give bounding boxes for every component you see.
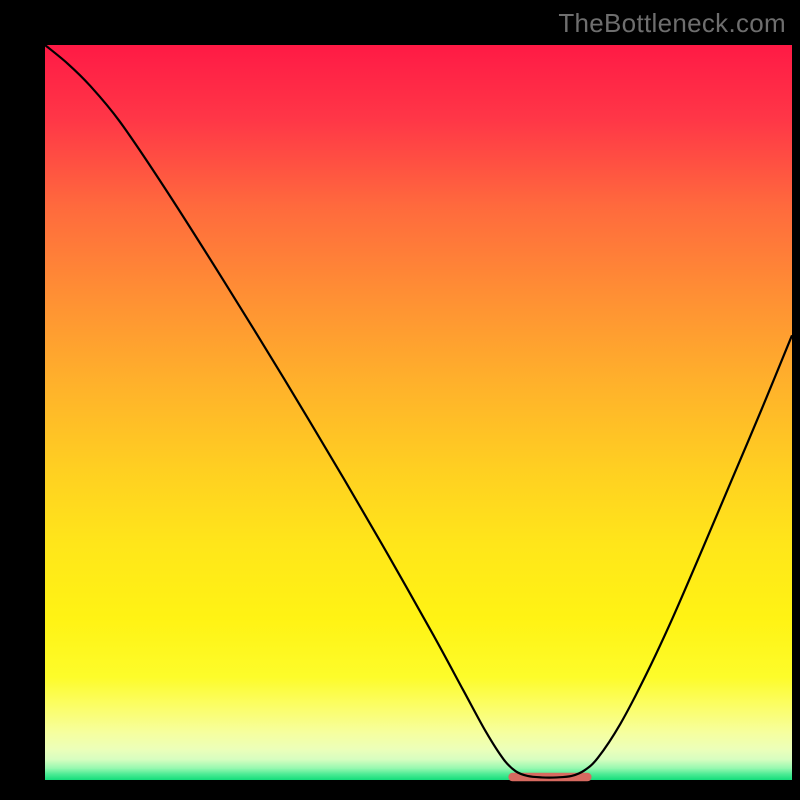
frame-left [0, 0, 45, 800]
frame-bottom [0, 780, 800, 800]
plot-background [45, 45, 792, 780]
frame-top [0, 0, 800, 45]
bottleneck-chart: TheBottleneck.com [0, 0, 800, 800]
chart-svg [0, 0, 800, 800]
frame-right [792, 0, 800, 800]
